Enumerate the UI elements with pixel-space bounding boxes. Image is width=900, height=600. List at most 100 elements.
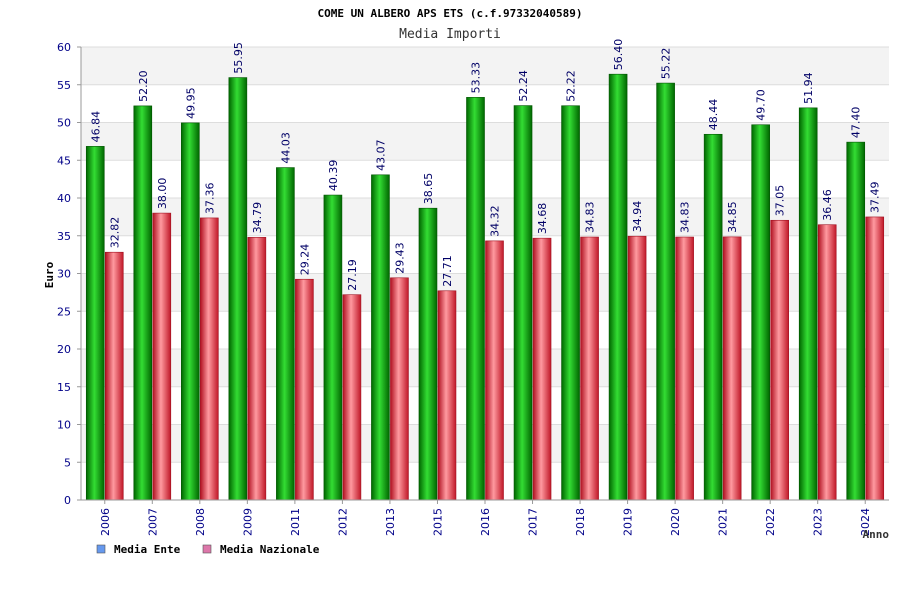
y-axis: 0 5 10 15 20 25 30 35 40 45 50 55 60 — [57, 41, 82, 507]
x-tick-label: 2016 — [479, 508, 492, 536]
bar-media-ente — [418, 207, 438, 501]
bar-media-nazionale — [485, 240, 504, 501]
x-tick-label: 2015 — [431, 508, 444, 536]
bar-media-nazionale — [200, 217, 219, 501]
bar-media-nazionale — [104, 251, 124, 501]
data-label: 52.22 — [565, 70, 578, 102]
bar-media-ente — [133, 105, 153, 501]
y-tick-label: 0 — [64, 494, 71, 507]
bar-media-ente — [513, 105, 533, 501]
y-tick-label: 50 — [57, 117, 71, 130]
x-tick-label: 2019 — [622, 508, 635, 536]
data-label: 44.03 — [279, 132, 292, 164]
bar-media-nazionale — [342, 294, 362, 501]
bar-media-ente — [561, 105, 580, 501]
y-tick-label: 15 — [57, 381, 71, 394]
y-tick-label: 5 — [64, 456, 71, 469]
y-tick-label: 25 — [57, 305, 71, 318]
x-tick-label: 2008 — [194, 508, 207, 536]
y-tick-label: 30 — [57, 268, 71, 281]
data-label: 52.20 — [137, 70, 150, 102]
x-tick-label: 2011 — [289, 508, 302, 536]
data-label: 47.40 — [850, 107, 863, 139]
legend-swatch — [202, 544, 212, 554]
data-label: 52.24 — [517, 70, 530, 102]
bar-media-ente — [323, 194, 343, 501]
data-label: 34.79 — [251, 202, 264, 234]
data-label: 34.83 — [679, 202, 692, 234]
y-tick-label: 45 — [57, 154, 71, 167]
bar-media-ente — [228, 77, 248, 501]
x-tick-label: 2013 — [384, 508, 397, 536]
bar-media-nazionale — [770, 219, 789, 501]
data-label: 32.82 — [108, 217, 121, 249]
bar-media-nazionale — [437, 290, 457, 501]
data-label: 56.40 — [612, 39, 625, 71]
x-axis-label: Anno — [863, 528, 890, 541]
data-label: 37.36 — [203, 182, 216, 214]
bar-media-nazionale — [865, 216, 885, 501]
data-label: 27.71 — [441, 255, 454, 287]
data-label: 38.65 — [422, 173, 435, 205]
y-tick-label: 60 — [57, 41, 71, 54]
bar-media-ente — [276, 167, 295, 501]
x-tick-label: 2017 — [527, 508, 540, 536]
x-tick-label: 2009 — [241, 508, 254, 536]
x-tick-label: 2007 — [146, 508, 159, 536]
bar-media-ente — [371, 174, 390, 501]
y-tick-label: 20 — [57, 343, 71, 356]
bar-media-ente — [656, 82, 675, 501]
y-tick-label: 55 — [57, 79, 71, 92]
data-label: 46.84 — [89, 111, 102, 143]
x-tick-label: 2018 — [574, 508, 587, 536]
bar-media-nazionale — [817, 224, 837, 501]
bar-media-ente — [608, 73, 628, 501]
bar-media-ente — [181, 122, 200, 501]
bar-media-nazionale — [627, 235, 647, 501]
bar-media-nazionale — [247, 237, 267, 501]
x-axis: 2006 2007 2008 2009 2011 2012 2013 2015 2016 2017… — [81, 499, 889, 536]
chart-title: COME UN ALBERO APS ETS (c.f.97332040589) — [318, 7, 583, 20]
data-label: 49.95 — [184, 87, 197, 119]
data-label: 51.94 — [802, 72, 815, 104]
y-tick-label: 10 — [57, 419, 71, 432]
data-labels: 46.84 32.82 52.20 38.00 49.95 37.36 55.95 34.79… — [89, 39, 881, 291]
data-label: 37.05 — [774, 185, 787, 217]
data-label: 27.19 — [346, 259, 359, 291]
chart-subtitle: Media Importi — [399, 27, 501, 42]
data-label: 37.49 — [869, 181, 882, 213]
bar-media-nazionale — [532, 237, 552, 501]
data-label: 34.68 — [536, 203, 549, 235]
x-tick-label: 2012 — [336, 508, 349, 536]
bar-media-ente — [846, 141, 866, 501]
x-tick-label: 2021 — [717, 508, 730, 536]
x-tick-label: 2022 — [764, 508, 777, 536]
data-label: 34.83 — [584, 202, 597, 234]
bar-media-nazionale — [152, 212, 172, 501]
bar-media-ente — [466, 97, 485, 501]
data-label: 29.24 — [298, 244, 311, 276]
bar-media-ente — [703, 133, 723, 501]
data-label: 38.00 — [156, 178, 169, 210]
bar-media-nazionale — [295, 278, 314, 501]
data-label: 49.70 — [755, 89, 768, 121]
y-tick-label: 35 — [57, 230, 71, 243]
data-label: 34.94 — [631, 201, 644, 233]
legend-label: Media Nazionale — [220, 543, 320, 556]
legend: Media Ente Media Nazionale — [96, 543, 320, 556]
x-tick-label: 2023 — [812, 508, 825, 536]
x-tick-label: 2020 — [669, 508, 682, 536]
data-label: 40.39 — [327, 160, 340, 192]
data-label: 55.95 — [232, 42, 245, 74]
bar-media-nazionale — [722, 236, 742, 501]
legend-swatch — [96, 544, 106, 554]
bar-media-ente — [751, 124, 770, 501]
data-label: 53.33 — [470, 62, 483, 94]
bars — [85, 73, 885, 501]
bar-media-ente — [798, 107, 818, 501]
bar-media-ente — [85, 146, 105, 501]
bar-media-nazionale — [675, 236, 694, 501]
y-axis-label: Euro — [43, 261, 56, 288]
data-label: 34.85 — [726, 201, 739, 233]
